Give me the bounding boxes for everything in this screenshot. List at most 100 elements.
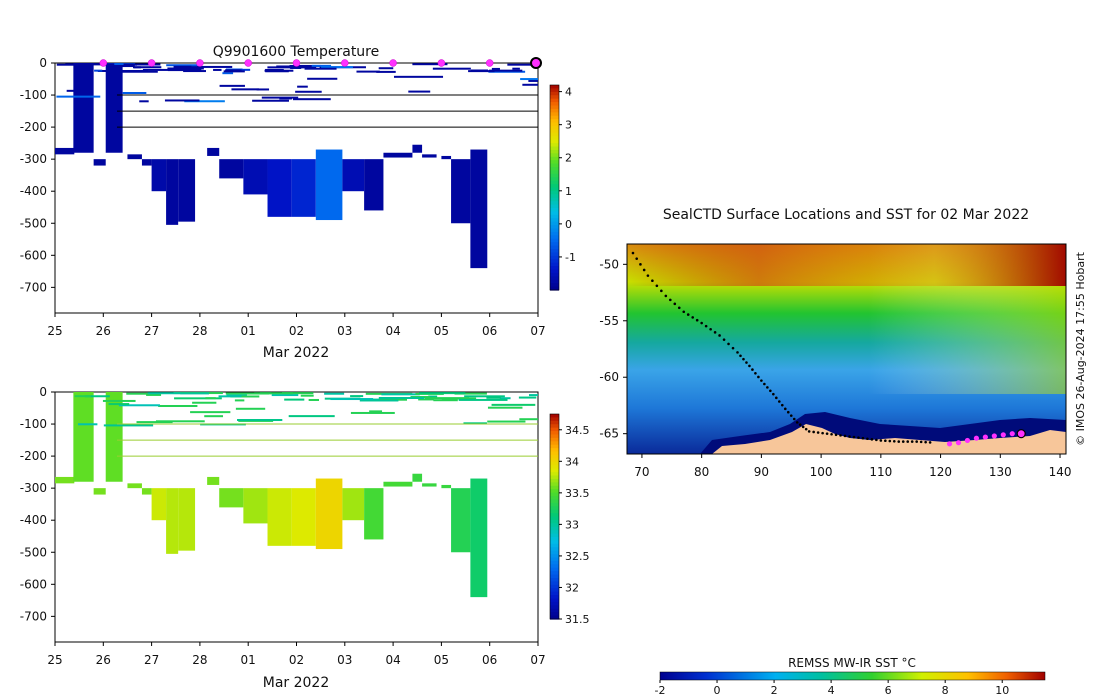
recent-location	[991, 433, 997, 439]
track-point	[731, 346, 735, 350]
recent-surface-locations	[946, 429, 1026, 447]
surface-streak	[123, 63, 161, 66]
sst-map-title: SealCTD Surface Locations and SST for 02…	[663, 207, 1029, 223]
colorbar-segment	[550, 601, 559, 606]
salinity-y-ticks: 0 -100 -200 -300 -400 -500 -600 -700	[20, 385, 55, 623]
surface-streak	[265, 70, 289, 73]
track-point	[924, 440, 927, 444]
y-tick-label: 0	[39, 56, 47, 70]
colorbar-segment	[550, 564, 559, 569]
surface-streak	[487, 420, 526, 423]
colorbar-segment	[550, 98, 559, 103]
colorbar-segment	[550, 492, 559, 497]
colorbar-segment	[550, 605, 559, 610]
track-point	[778, 400, 781, 403]
surface-streak	[192, 401, 217, 404]
temperature-title: Q9901600 Temperature	[213, 44, 380, 60]
map-y-ticks: -50 -55 -60 -65	[599, 257, 627, 441]
surface-streak	[139, 100, 149, 103]
x-tick-label: 26	[96, 324, 111, 338]
colorbar-segment	[550, 255, 559, 260]
track-point	[669, 298, 672, 302]
colorbar-segment	[550, 231, 559, 236]
colorbar-tick-label: 32	[565, 581, 579, 594]
colorbar-tick-label: 34.5	[565, 424, 590, 437]
profile-block	[441, 484, 452, 489]
colorbar-segment	[550, 286, 559, 291]
surface-streak	[304, 67, 337, 70]
x-tick-label: 03	[337, 653, 352, 667]
surface-streak	[102, 399, 136, 402]
y-tick-label: -200	[20, 449, 47, 463]
colorbar-tick-label: 1	[565, 185, 572, 198]
surface-streak	[369, 410, 383, 413]
colorbar-segment	[550, 259, 559, 264]
colorbar-segment	[550, 591, 559, 596]
temperature-panel: Q9901600 Temperature 0 -100 -200 -300 -400 -5…	[20, 44, 576, 361]
sst-map-panel: SealCTD Surface Locations and SST for 02…	[599, 207, 1087, 697]
colorbar-segment	[550, 228, 559, 233]
surface-streak	[381, 393, 420, 396]
surface-streak	[56, 95, 101, 98]
profile-block	[267, 488, 292, 546]
x-tick-label: 28	[192, 324, 207, 338]
surface-streak	[74, 395, 91, 398]
y-tick-label: -300	[20, 152, 47, 166]
colorbar-segment	[550, 208, 559, 213]
track-point	[830, 432, 833, 436]
track-point	[751, 368, 754, 371]
surface-streak	[458, 398, 508, 401]
track-point	[639, 263, 642, 266]
colorbar-segment	[550, 249, 559, 254]
colorbar-segment	[550, 465, 559, 470]
track-point	[792, 417, 796, 421]
colorbar-segment	[550, 218, 559, 223]
surface-streak	[173, 65, 192, 68]
colorbar-segment	[550, 160, 559, 165]
surface-streak	[507, 63, 538, 66]
colorbar-segment	[550, 126, 559, 131]
surface-streak	[133, 66, 162, 69]
track-point	[664, 294, 668, 298]
colorbar-segment	[550, 262, 559, 267]
surface-streak	[235, 407, 266, 410]
track-point	[861, 436, 865, 440]
track-point	[915, 440, 918, 443]
temperature-x-label: Mar 2022	[263, 345, 330, 361]
track-point	[748, 364, 751, 368]
surface-streak	[308, 398, 319, 401]
surface-streak	[237, 419, 283, 422]
surface-marker	[147, 59, 156, 67]
track-point	[919, 440, 923, 444]
surface-streak	[488, 70, 526, 73]
recent-location	[982, 434, 988, 440]
surface-streak	[164, 99, 200, 102]
surface-streak	[222, 72, 234, 75]
track-point	[766, 386, 769, 389]
surface-streak	[350, 395, 364, 398]
colorbar-segment	[550, 612, 559, 617]
colorbar-segment	[550, 543, 559, 548]
track-point	[783, 407, 787, 411]
colorbar-segment	[550, 523, 559, 528]
surface-streak	[419, 392, 466, 395]
colorbar-segment	[550, 499, 559, 504]
y-tick-label: -400	[20, 184, 47, 198]
profile-block	[243, 159, 268, 195]
surface-streak	[519, 418, 538, 421]
colorbar-segment	[550, 489, 559, 494]
sst-colorbar	[659, 671, 1046, 681]
surface-streak	[94, 69, 103, 72]
track-point	[686, 313, 690, 316]
track-point	[825, 432, 829, 435]
surface-streak	[321, 66, 353, 69]
surface-streak	[146, 393, 162, 396]
surface-streak	[300, 394, 314, 397]
track-point	[798, 423, 802, 426]
surface-streak	[223, 70, 245, 73]
profile-block	[141, 159, 152, 166]
surface-marker	[341, 59, 349, 67]
track-point	[875, 438, 878, 442]
colorbar-segment	[550, 537, 559, 542]
